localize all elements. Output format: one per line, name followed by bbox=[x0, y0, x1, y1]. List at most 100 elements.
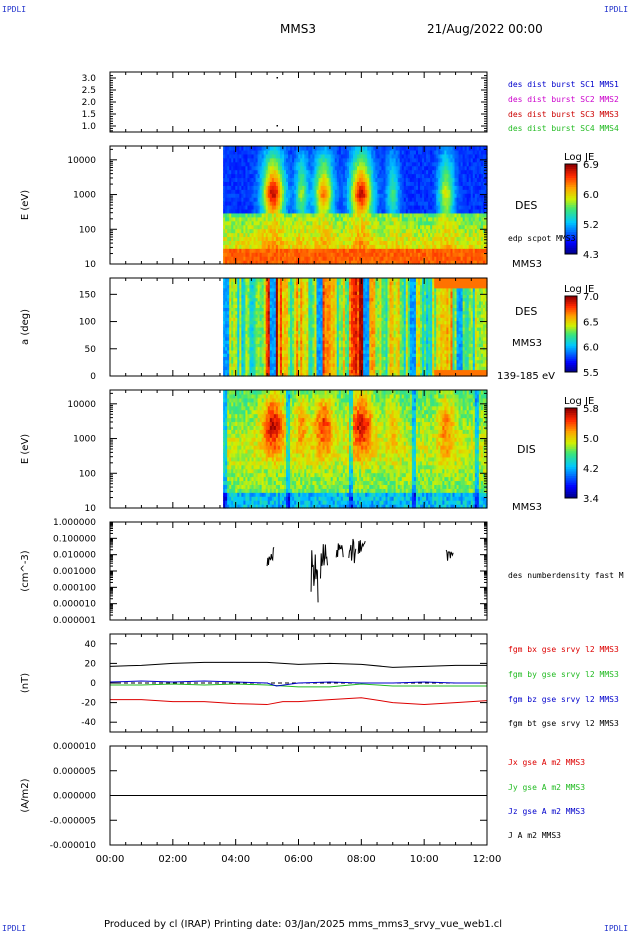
heatmap-cell bbox=[255, 181, 259, 186]
heatmap-cell bbox=[247, 362, 251, 367]
heatmap-cell bbox=[353, 157, 356, 163]
heatmap-cell bbox=[279, 372, 283, 377]
heatmap-cell bbox=[424, 220, 427, 226]
heatmap-cell bbox=[245, 193, 249, 198]
heatmap-cell bbox=[275, 294, 279, 299]
heatmap-cell bbox=[304, 157, 307, 163]
heatmap-cell bbox=[359, 216, 362, 222]
heatmap-cell bbox=[466, 248, 470, 253]
heatmap-cell bbox=[342, 205, 346, 210]
heatmap-cell bbox=[263, 181, 267, 186]
heatmap-cell bbox=[255, 205, 259, 210]
heatmap-cell bbox=[426, 149, 429, 155]
heatmap-cell bbox=[261, 212, 265, 218]
heatmap-cell bbox=[324, 256, 328, 261]
heatmap-cell bbox=[271, 232, 275, 238]
heatmap-cell bbox=[444, 157, 447, 163]
heatmap-cell bbox=[478, 185, 482, 190]
heatmap-cell bbox=[355, 224, 358, 230]
heatmap-cell bbox=[363, 236, 366, 241]
heatmap-cell bbox=[393, 173, 397, 179]
heatmap-cell bbox=[472, 224, 476, 230]
heatmap-cell bbox=[422, 181, 425, 186]
heatmap-cell bbox=[409, 201, 413, 206]
heatmap-cell bbox=[426, 185, 429, 190]
heatmap-cell bbox=[279, 173, 283, 179]
heatmap-cell bbox=[257, 240, 261, 245]
heatmap-cell bbox=[237, 161, 240, 167]
heatmap-cell bbox=[367, 169, 370, 175]
heatmap-cell bbox=[255, 353, 259, 357]
heatmap-cell bbox=[361, 212, 364, 218]
heatmap-cell bbox=[336, 201, 340, 206]
heatmap-cell bbox=[267, 193, 271, 198]
heatmap-cell bbox=[310, 177, 314, 182]
heatmap-cell bbox=[243, 304, 247, 308]
heatmap-cell bbox=[241, 349, 244, 354]
heatmap-cell bbox=[245, 297, 249, 302]
heatmap-cell bbox=[434, 161, 437, 167]
heatmap-cell bbox=[290, 291, 293, 295]
heatmap-cell bbox=[249, 330, 253, 335]
heatmap-cell bbox=[263, 330, 267, 335]
heatmap-cell bbox=[472, 161, 476, 167]
heatmap-cell bbox=[269, 173, 273, 179]
heatmap-cell bbox=[263, 300, 267, 305]
heatmap-cell bbox=[314, 256, 318, 261]
heatmap-cell bbox=[340, 157, 344, 163]
heatmap-cell bbox=[302, 236, 305, 241]
heatmap-cell bbox=[405, 173, 409, 179]
heatmap-cell bbox=[326, 248, 330, 253]
heatmap-cell bbox=[312, 177, 316, 182]
heatmap-cell bbox=[229, 248, 232, 253]
heatmap-cell bbox=[464, 177, 468, 182]
heatmap-cell bbox=[359, 181, 362, 186]
heatmap-cell bbox=[227, 281, 230, 286]
heatmap-cell bbox=[389, 181, 393, 186]
heatmap-cell bbox=[265, 336, 269, 341]
heatmap-cell bbox=[292, 284, 295, 289]
heatmap-cell bbox=[466, 173, 470, 179]
heatmap-cell bbox=[466, 197, 470, 202]
heatmap-cell bbox=[286, 369, 289, 374]
heatmap-cell bbox=[302, 208, 305, 214]
heatmap-cell bbox=[249, 278, 253, 282]
heatmap-cell bbox=[318, 165, 322, 171]
heatmap-cell bbox=[353, 153, 356, 159]
heatmap-cell bbox=[409, 256, 413, 261]
heatmap-cell bbox=[290, 278, 293, 282]
heatmap-cell bbox=[361, 248, 364, 253]
heatmap-cell bbox=[434, 256, 437, 261]
heatmap-cell bbox=[472, 205, 476, 210]
heatmap-cell bbox=[279, 349, 283, 354]
heatmap-cell bbox=[304, 252, 307, 257]
heatmap-cell bbox=[446, 224, 450, 230]
heatmap-cell bbox=[281, 181, 285, 186]
heatmap-cell bbox=[361, 240, 364, 245]
heatmap-cell bbox=[328, 189, 332, 194]
heatmap-cell bbox=[259, 240, 263, 245]
heatmap-cell bbox=[239, 185, 242, 190]
heatmap-cell bbox=[420, 256, 423, 261]
heatmap-cell bbox=[383, 220, 387, 226]
heatmap-cell bbox=[409, 260, 413, 265]
heatmap-cell bbox=[348, 224, 352, 230]
heatmap-cell bbox=[409, 177, 413, 182]
heatmap-cell bbox=[259, 349, 263, 354]
heatmap-cell bbox=[393, 220, 397, 226]
heatmap-cell bbox=[259, 359, 263, 364]
heatmap-cell bbox=[436, 169, 439, 175]
heatmap-cell bbox=[233, 349, 236, 354]
heatmap-cell bbox=[296, 193, 299, 198]
heatmap-cell bbox=[466, 244, 470, 249]
heatmap-cell bbox=[223, 359, 226, 364]
heatmap-cell bbox=[241, 359, 244, 364]
heatmap-cell bbox=[458, 169, 462, 175]
heatmap-cell bbox=[281, 304, 285, 308]
heatmap-cell bbox=[401, 149, 405, 155]
heatmap-cell bbox=[381, 173, 385, 179]
heatmap-cell bbox=[263, 356, 267, 361]
heatmap-cell bbox=[269, 177, 273, 182]
heatmap-cell bbox=[373, 185, 376, 190]
heatmap-cell bbox=[261, 300, 265, 305]
